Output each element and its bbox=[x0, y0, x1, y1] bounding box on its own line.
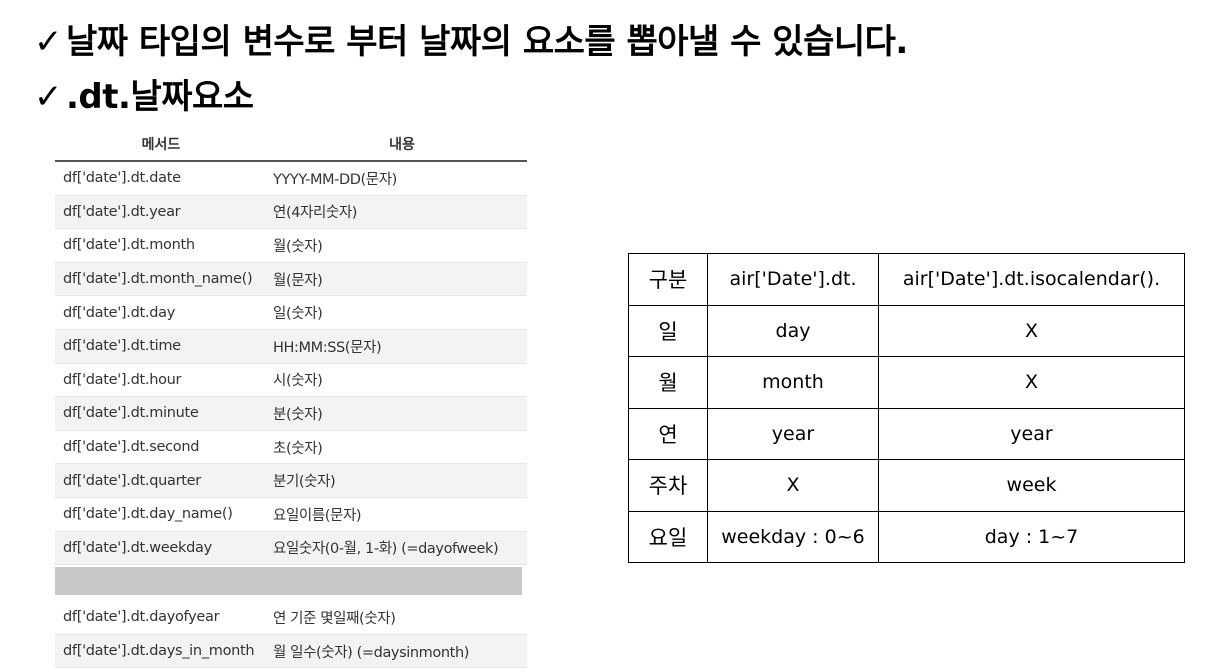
table-row: df['date'].dt.quarter 분기(숫자) bbox=[55, 464, 527, 498]
header-method: 메서드 bbox=[141, 137, 181, 153]
method-table-header: 메서드 내용 bbox=[55, 128, 527, 162]
isocalendar-cell: day : 1~7 bbox=[878, 510, 1185, 563]
dt-cell: X bbox=[707, 459, 879, 512]
heading-text-2: .dt.날짜요소 bbox=[66, 77, 254, 117]
method-cell: df['date'].dt.month_name() bbox=[63, 271, 253, 288]
method-cell: df['date'].dt.day bbox=[63, 304, 175, 321]
table-row: df['date'].dt.day_name() 요일이름(문자) bbox=[55, 498, 527, 532]
isocalendar-cell: air['Date'].dt.isocalendar(). bbox=[878, 253, 1185, 306]
heading-text-1: 날짜 타입의 변수로 부터 날짜의 요소를 뽑아낼 수 있습니다. bbox=[66, 22, 908, 62]
content-cell: YYYY-MM-DD(문자) bbox=[273, 171, 397, 188]
dt-cell: day bbox=[707, 304, 879, 357]
content-cell: 요일숫자(0-월, 1-화) (=dayofweek) bbox=[273, 541, 499, 558]
method-cell: df['date'].dt.date bbox=[63, 170, 181, 187]
table-row: df['date'].dt.date YYYY-MM-DD(문자) bbox=[55, 162, 527, 196]
table-row: df['date'].dt.month 월(숫자) bbox=[55, 229, 527, 263]
header-content: 내용 bbox=[389, 137, 415, 153]
isocalendar-cell: year bbox=[878, 407, 1185, 460]
heading-line-2: ✓ .dt.날짜요소 bbox=[34, 75, 254, 119]
comparison-header-row: 구분 air['Date'].dt. air['Date'].dt.isocalen… bbox=[628, 253, 1185, 306]
dt-cell: year bbox=[707, 407, 879, 460]
check-icon: ✓ bbox=[34, 77, 63, 117]
table-row: df['date'].dt.days_in_month 월 일수(숫자) (=da… bbox=[55, 634, 527, 668]
category-cell: 구분 bbox=[628, 253, 708, 306]
category-cell: 연 bbox=[628, 407, 708, 460]
content-cell: 분기(숫자) bbox=[273, 474, 336, 491]
content-cell: 월(문자) bbox=[273, 272, 323, 289]
method-table-body-2: df['date'].dt.dayofyear 연 기준 몇일째(숫자) df['d… bbox=[55, 601, 527, 668]
table-row: df['date'].dt.dayofyear 연 기준 몇일째(숫자) bbox=[55, 601, 527, 635]
content-cell: 일(숫자) bbox=[273, 306, 323, 323]
comparison-row: 요일 weekday : 0~6 day : 1~7 bbox=[628, 510, 1185, 563]
content-cell: 요일이름(문자) bbox=[273, 507, 362, 524]
category-cell: 주차 bbox=[628, 459, 708, 512]
table-row: df['date'].dt.second 초(숫자) bbox=[55, 431, 527, 465]
method-cell: df['date'].dt.weekday bbox=[63, 539, 212, 556]
method-cell: df['date'].dt.days_in_month bbox=[63, 643, 255, 660]
dt-cell: air['Date'].dt. bbox=[707, 253, 879, 306]
category-cell: 월 bbox=[628, 356, 708, 409]
content-cell: 월 일수(숫자) (=daysinmonth) bbox=[273, 644, 470, 661]
comparison-row: 월 month X bbox=[628, 356, 1185, 409]
table-row: df['date'].dt.day 일(숫자) bbox=[55, 296, 527, 330]
comparison-table: 구분 air['Date'].dt. air['Date'].dt.isocalen… bbox=[628, 253, 1185, 563]
table-row: df['date'].dt.hour 시(숫자) bbox=[55, 364, 527, 398]
method-table-body: df['date'].dt.date YYYY-MM-DD(문자) df['date… bbox=[55, 162, 527, 566]
method-cell: df['date'].dt.minute bbox=[63, 405, 199, 422]
method-cell: df['date'].dt.second bbox=[63, 439, 200, 456]
check-icon: ✓ bbox=[34, 22, 63, 62]
category-cell: 요일 bbox=[628, 510, 708, 563]
method-cell: df['date'].dt.dayofyear bbox=[63, 609, 220, 626]
comparison-row: 연 year year bbox=[628, 407, 1185, 460]
content-cell: 월(숫자) bbox=[273, 238, 323, 255]
method-cell: df['date'].dt.month bbox=[63, 237, 195, 254]
isocalendar-cell: week bbox=[878, 459, 1185, 512]
category-cell: 일 bbox=[628, 304, 708, 357]
dt-cell: weekday : 0~6 bbox=[707, 510, 879, 563]
method-cell: df['date'].dt.year bbox=[63, 203, 181, 220]
method-cell: df['date'].dt.time bbox=[63, 338, 181, 355]
content-cell: 초(숫자) bbox=[273, 440, 323, 457]
method-cell: df['date'].dt.hour bbox=[63, 371, 182, 388]
isocalendar-cell: X bbox=[878, 304, 1185, 357]
table-row: df['date'].dt.year 연(4자리숫자) bbox=[55, 195, 527, 230]
content-cell: HH:MM:SS(문자) bbox=[273, 339, 382, 356]
isocalendar-cell: X bbox=[878, 356, 1185, 409]
heading-line-1: ✓ 날짜 타입의 변수로 부터 날짜의 요소를 뽑아낼 수 있습니다. bbox=[34, 20, 908, 64]
table-row: df['date'].dt.weekday 요일숫자(0-월, 1-화) (=da… bbox=[55, 531, 527, 566]
comparison-row: 일 day X bbox=[628, 304, 1185, 357]
method-cell: df['date'].dt.day_name() bbox=[63, 506, 233, 523]
table-row: df['date'].dt.minute 분(숫자) bbox=[55, 397, 527, 431]
method-cell: df['date'].dt.quarter bbox=[63, 472, 201, 489]
table-row: df['date'].dt.time HH:MM:SS(문자) bbox=[55, 329, 527, 364]
content-cell: 분(숫자) bbox=[273, 406, 323, 423]
table-row: df['date'].dt.month_name() 월(문자) bbox=[55, 262, 527, 297]
content-cell: 시(숫자) bbox=[273, 373, 323, 390]
table-gap-bar bbox=[55, 567, 522, 596]
dt-cell: month bbox=[707, 356, 879, 409]
content-cell: 연 기준 몇일째(숫자) bbox=[273, 610, 396, 627]
method-table: 메서드 내용 df['date'].dt.date YYYY-MM-DD(문자) d… bbox=[55, 128, 527, 668]
content-cell: 연(4자리숫자) bbox=[273, 205, 358, 222]
